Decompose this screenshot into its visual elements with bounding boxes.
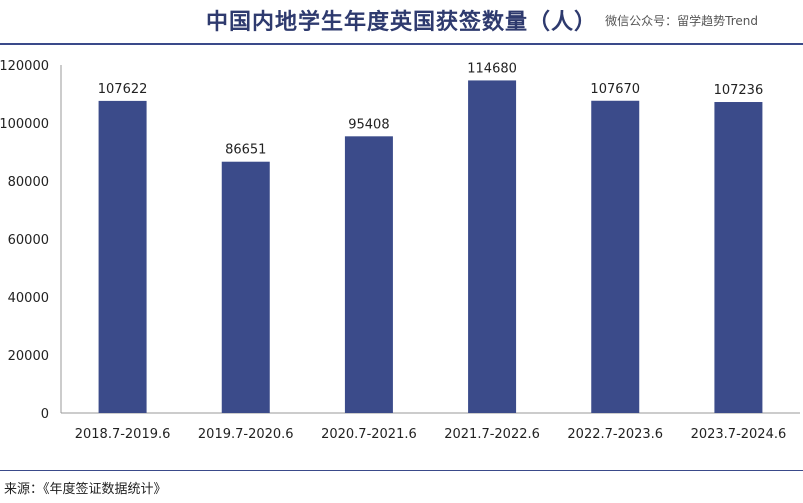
y-tick-label: 0 bbox=[41, 407, 49, 422]
bar bbox=[98, 100, 147, 413]
chart-title: 中国内地学生年度英国获签数量（人） bbox=[205, 10, 597, 35]
bar bbox=[344, 136, 393, 413]
top-rule bbox=[0, 43, 803, 45]
data-label: 107670 bbox=[590, 82, 640, 97]
data-label: 86651 bbox=[225, 143, 266, 158]
data-label: 114680 bbox=[467, 61, 517, 76]
data-labels: 107622 86651 95408 114680 107670 107236 bbox=[98, 61, 763, 157]
y-tick-label: 60000 bbox=[8, 233, 49, 248]
source-note: 来源：《年度签证数据统计》 bbox=[4, 482, 167, 497]
bar bbox=[468, 80, 517, 413]
watermark: 微信公众号：留学趋势Trend bbox=[602, 11, 761, 30]
x-tick-label: 2023.7-2024.6 bbox=[691, 427, 787, 442]
bar-chart: 0 20000 40000 60000 80000 100000 120000 107622… bbox=[0, 59, 800, 442]
y-tick-label: 100000 bbox=[0, 117, 49, 132]
data-label: 95408 bbox=[348, 117, 389, 132]
data-label: 107622 bbox=[98, 82, 148, 97]
x-tick-label: 2021.7-2022.6 bbox=[444, 427, 540, 442]
y-tick-label: 120000 bbox=[0, 59, 49, 74]
y-tick-label: 40000 bbox=[8, 291, 49, 306]
bars bbox=[98, 80, 763, 414]
x-tick-label: 2020.7-2021.6 bbox=[321, 427, 417, 442]
bar bbox=[714, 102, 763, 414]
bar bbox=[591, 100, 640, 413]
bar bbox=[221, 161, 270, 413]
y-axis: 0 20000 40000 60000 80000 100000 120000 bbox=[0, 59, 49, 422]
x-axis: 2018.7-2019.6 2019.7-2020.6 2020.7-2021.6 2… bbox=[75, 427, 787, 442]
y-tick-label: 80000 bbox=[8, 175, 49, 190]
x-tick-label: 2022.7-2023.6 bbox=[567, 427, 663, 442]
x-tick-label: 2019.7-2020.6 bbox=[198, 427, 294, 442]
data-label: 107236 bbox=[714, 83, 764, 98]
y-tick-label: 20000 bbox=[8, 349, 49, 364]
bottom-rule bbox=[0, 470, 803, 471]
x-tick-label: 2018.7-2019.6 bbox=[75, 427, 171, 442]
